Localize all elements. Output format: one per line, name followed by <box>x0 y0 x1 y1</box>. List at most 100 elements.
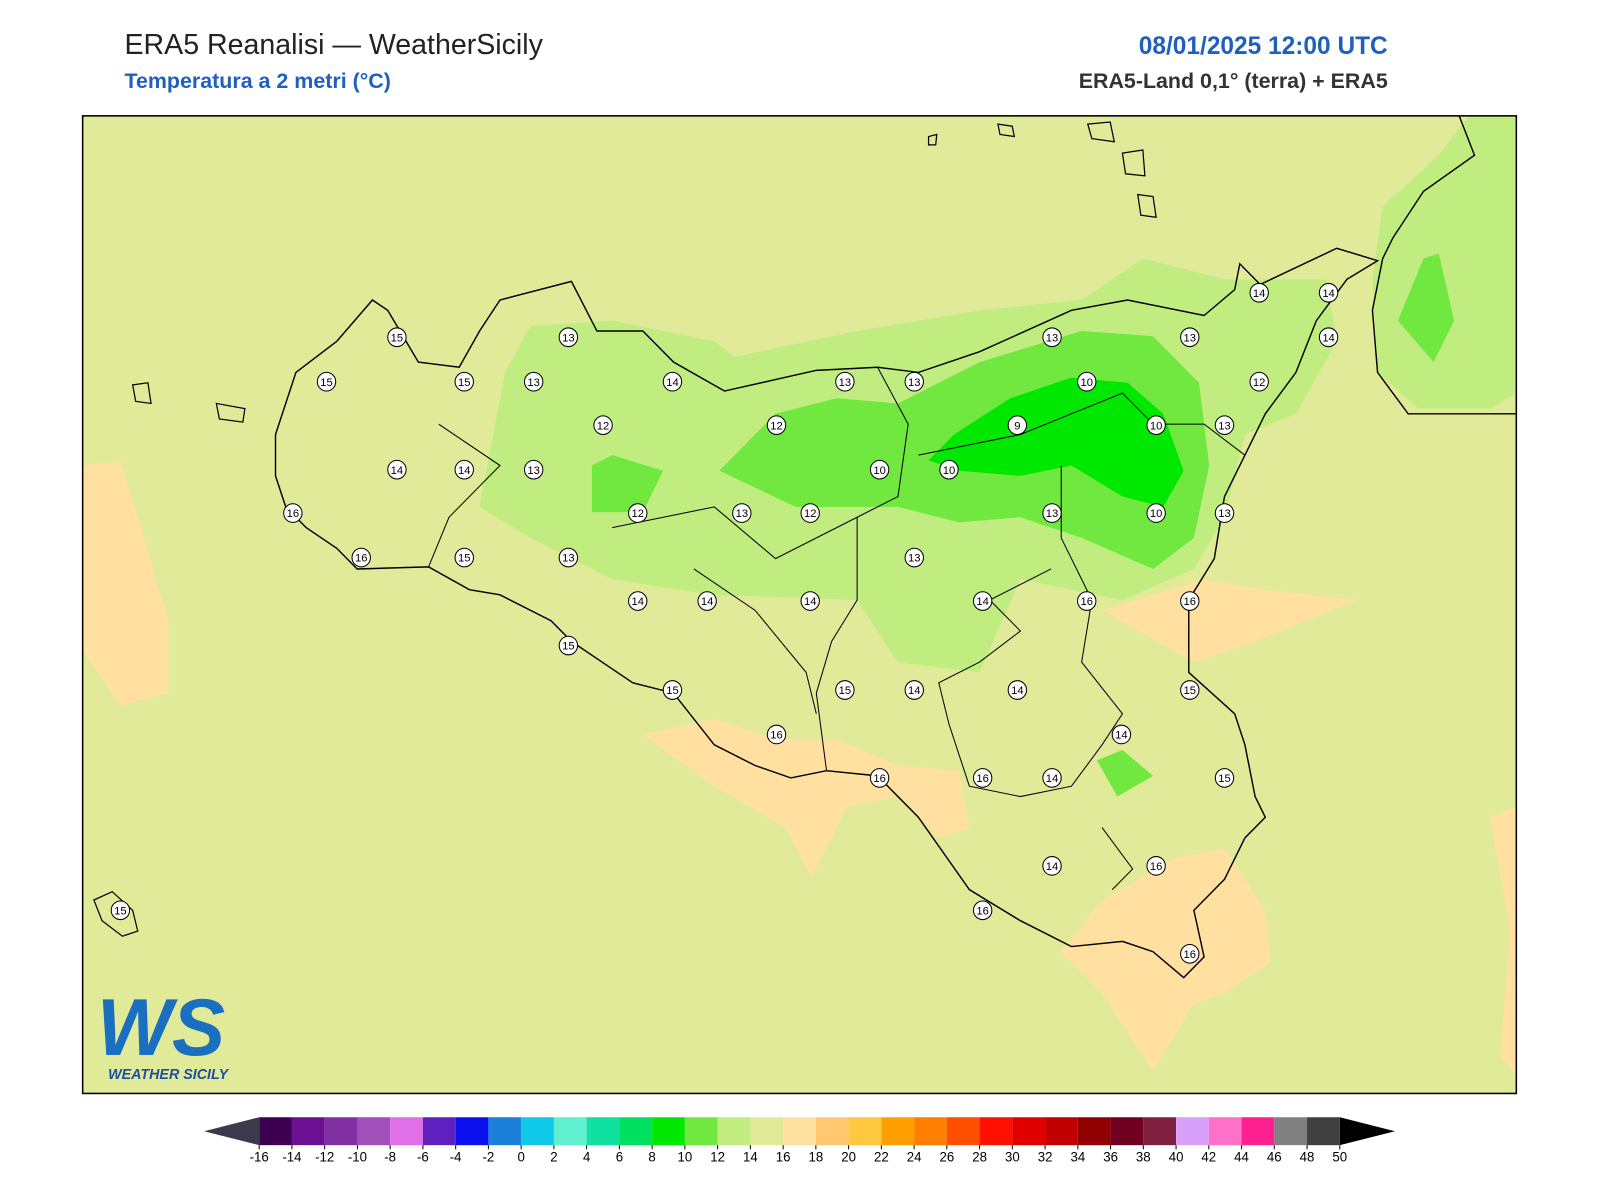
station-value: 15 <box>1184 685 1196 697</box>
station-value: 16 <box>1080 596 1092 608</box>
colorbar-bin <box>619 1117 653 1146</box>
station-marker <box>904 371 924 392</box>
station-value: 14 <box>1011 685 1023 697</box>
colorbar-tick-label: 14 <box>743 1150 758 1165</box>
colorbar-bin <box>357 1117 391 1146</box>
station-marker <box>454 371 474 392</box>
colorbar-tick-label: -16 <box>250 1150 269 1165</box>
station-marker <box>939 459 959 480</box>
colorbar-bin <box>881 1117 915 1146</box>
station-marker <box>454 459 474 480</box>
station-value: 14 <box>1322 288 1334 300</box>
station-marker <box>558 635 579 656</box>
colorbar-tick-label: -6 <box>417 1150 429 1165</box>
station-value: 15 <box>666 685 678 697</box>
colorbar-bin <box>1045 1117 1078 1146</box>
station-value: 14 <box>1322 332 1334 344</box>
colorbar-bin <box>422 1117 456 1146</box>
colorbar-bin <box>455 1117 489 1146</box>
station-value: 14 <box>458 465 470 477</box>
station-value: 13 <box>908 377 920 389</box>
station-value: 16 <box>1184 949 1196 961</box>
station-marker <box>835 680 855 700</box>
station-value: 14 <box>1115 730 1127 742</box>
colorbar-tick-label: 12 <box>710 1150 725 1165</box>
station-value: 14 <box>976 596 988 608</box>
station-value: 16 <box>976 905 988 917</box>
station-marker <box>662 680 683 700</box>
station-marker <box>1180 327 1200 348</box>
station-value: 14 <box>908 685 920 697</box>
station-marker <box>1146 503 1166 523</box>
cool-area <box>1372 115 1517 409</box>
station-value: 13 <box>562 553 574 565</box>
datetime: 08/01/2025 12:00 UTC <box>1139 33 1388 60</box>
station-marker <box>558 547 579 568</box>
station-value: 16 <box>770 730 782 742</box>
mild-area <box>1397 253 1455 363</box>
colorbar-bin <box>1208 1117 1242 1146</box>
colorbar-bin <box>684 1117 718 1146</box>
station-value: 13 <box>527 465 539 477</box>
station-value: 14 <box>1046 861 1058 873</box>
station-marker <box>454 547 474 568</box>
colorbar-tick-label: 0 <box>517 1150 524 1165</box>
station-marker <box>869 459 890 480</box>
colorbar-tick-label: -2 <box>483 1150 495 1165</box>
station-value: 14 <box>701 596 713 608</box>
station-value: 14 <box>632 596 644 608</box>
station-value: 13 <box>527 377 539 389</box>
station-marker <box>869 768 890 788</box>
colorbar-tick-label: 26 <box>939 1150 954 1165</box>
colorbar-tick-label: -12 <box>315 1150 334 1165</box>
stations: 15 13 15 15 13 14 12 14 14 13 16 12 16 15 13 14 14 15 15 12… <box>110 282 1339 964</box>
mild-area <box>591 455 664 513</box>
station-value: 14 <box>391 465 403 477</box>
colorbar-bin <box>1143 1117 1177 1146</box>
station-marker <box>110 900 131 921</box>
coastline <box>1371 115 1517 415</box>
station-value: 16 <box>873 773 885 785</box>
station-marker <box>972 591 993 611</box>
station-marker <box>662 371 683 392</box>
station-value: 13 <box>562 332 574 344</box>
map: 15 13 15 15 13 14 12 14 14 13 16 12 16 15 13 14 14 15 15 12… <box>82 115 1517 1094</box>
station-marker <box>283 503 303 523</box>
station-value: 16 <box>355 553 367 565</box>
province-border <box>428 366 1246 891</box>
station-marker <box>800 503 820 523</box>
colorbar-bin <box>1307 1117 1340 1146</box>
station-value: 14 <box>1046 773 1058 785</box>
source: ERA5-Land 0,1° (terra) + ERA5 <box>1079 68 1388 93</box>
station-marker <box>351 547 371 568</box>
station-marker <box>1077 591 1097 611</box>
colorbar-bin <box>1077 1117 1111 1146</box>
station-value: 16 <box>287 508 299 520</box>
station-marker <box>1249 282 1269 303</box>
station-marker <box>1318 282 1339 303</box>
station-marker <box>1146 856 1166 876</box>
colorbar-tick-label: 2 <box>550 1150 557 1165</box>
colorbar-bin <box>553 1117 587 1146</box>
colorbar-tick-label: 38 <box>1136 1150 1151 1165</box>
station-marker <box>1214 415 1235 436</box>
station-marker <box>800 591 820 611</box>
station-value: 13 <box>1218 508 1230 520</box>
colorbar-bin <box>259 1117 292 1146</box>
colorbar-tick-label: 16 <box>776 1150 791 1165</box>
station-value: 15 <box>458 553 470 565</box>
logo-text: WEATHER SICILY <box>108 1067 229 1083</box>
colorbar-tick-label: -8 <box>384 1150 396 1165</box>
station-marker <box>316 371 337 392</box>
station-marker <box>766 724 787 745</box>
station-marker <box>1077 371 1097 392</box>
mild-area <box>1096 750 1154 797</box>
station-marker <box>387 459 407 480</box>
station-value: 10 <box>873 465 885 477</box>
station-value: 15 <box>458 377 470 389</box>
station-marker <box>732 503 752 523</box>
station-marker <box>904 547 924 568</box>
colorbar-bin <box>1176 1117 1209 1146</box>
station-value: 15 <box>114 905 126 917</box>
